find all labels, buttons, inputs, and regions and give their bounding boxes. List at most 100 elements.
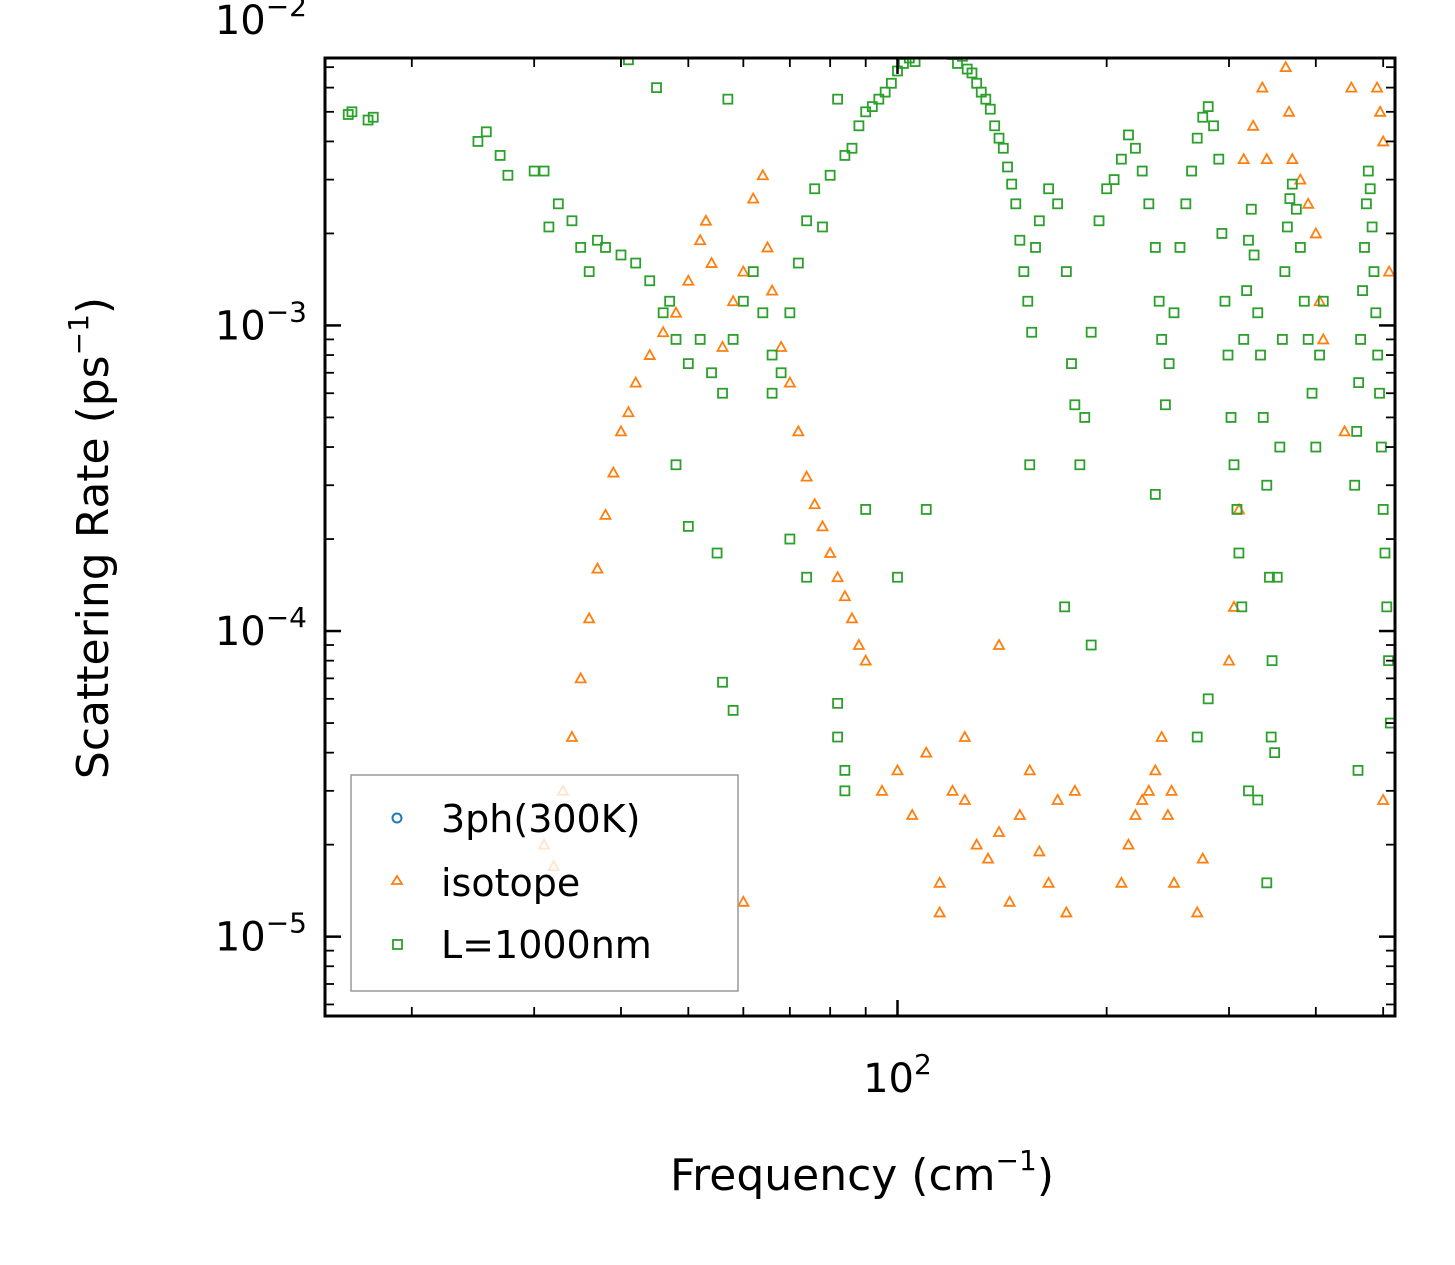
data-point-square bbox=[1274, 441, 1286, 453]
data-point-square bbox=[909, 58, 921, 67]
data-point-square bbox=[839, 785, 851, 797]
data-point-triangle bbox=[756, 168, 770, 181]
data-point-square bbox=[1257, 412, 1269, 423]
data-point-triangle bbox=[1167, 875, 1181, 888]
data-point-triangle bbox=[1376, 793, 1390, 805]
data-point-square bbox=[824, 169, 836, 181]
data-point-triangle bbox=[656, 325, 670, 338]
legend: 3ph(300K) isotope L=1000nm bbox=[350, 774, 739, 992]
data-point-square bbox=[839, 150, 851, 161]
data-point-square bbox=[1231, 504, 1243, 515]
data-point-triangle bbox=[1042, 875, 1056, 888]
data-point-square bbox=[1202, 101, 1214, 113]
y-tick-label: 10−4 bbox=[215, 601, 307, 655]
data-point-square bbox=[1314, 349, 1325, 361]
x-tick-label: 102 bbox=[863, 1048, 932, 1102]
data-point-triangle bbox=[1316, 332, 1330, 345]
data-point-square bbox=[1216, 228, 1228, 239]
data-point-triangle bbox=[1051, 793, 1065, 805]
data-point-square bbox=[1010, 198, 1022, 210]
data-point-triangle bbox=[590, 561, 604, 574]
data-point-square bbox=[1202, 693, 1214, 705]
data-point-square bbox=[942, 58, 953, 59]
data-point-triangle bbox=[838, 589, 852, 602]
data-point-square bbox=[1243, 785, 1254, 797]
data-point-square bbox=[832, 93, 844, 105]
data-point-square bbox=[1163, 358, 1175, 370]
data-point-square bbox=[1022, 295, 1034, 307]
data-point-square bbox=[1060, 266, 1072, 278]
data-point-triangle bbox=[1237, 152, 1251, 165]
data-point-square bbox=[1310, 441, 1322, 453]
data-point-square bbox=[1153, 295, 1165, 307]
data-point-triangle bbox=[919, 745, 933, 758]
data-point-triangle bbox=[981, 851, 995, 864]
data-point-square bbox=[892, 571, 903, 583]
data-point-triangle bbox=[1309, 226, 1323, 239]
data-point-square bbox=[1002, 161, 1013, 173]
data-point-triangle bbox=[1370, 80, 1384, 93]
data-point-square bbox=[1255, 349, 1266, 361]
data-point-square bbox=[1180, 198, 1192, 210]
data-point-triangle bbox=[992, 638, 1006, 650]
data-point-square bbox=[1074, 459, 1086, 471]
data-point-triangle bbox=[715, 340, 730, 352]
data-point-triangle bbox=[875, 783, 889, 796]
data-point-square bbox=[552, 198, 564, 210]
data-point-square bbox=[1361, 198, 1372, 210]
data-point-triangle bbox=[1148, 763, 1162, 776]
data-point-square bbox=[367, 111, 379, 123]
data-point-square bbox=[1197, 111, 1209, 123]
data-point-square bbox=[1355, 334, 1367, 345]
data-point-square bbox=[1130, 142, 1141, 154]
data-point-square bbox=[1236, 601, 1248, 613]
data-point-square bbox=[682, 520, 694, 532]
data-point-square bbox=[1294, 242, 1306, 253]
legend-label-boundary: L=1000nm bbox=[441, 923, 652, 967]
legend-label-3ph: 3ph(300K) bbox=[441, 797, 640, 841]
data-point-triangle bbox=[614, 424, 628, 437]
data-point-square bbox=[1362, 165, 1374, 177]
data-point-square bbox=[1156, 334, 1168, 345]
data-point-square bbox=[1306, 387, 1318, 399]
data-point-square bbox=[1374, 387, 1385, 399]
data-point-square bbox=[1026, 326, 1038, 338]
data-point-square bbox=[1276, 334, 1288, 345]
data-point-triangle bbox=[565, 730, 579, 742]
data-point-square bbox=[832, 731, 844, 743]
data-point-triangle bbox=[1114, 875, 1128, 888]
data-point-square bbox=[1149, 242, 1161, 253]
data-point-square bbox=[543, 221, 555, 233]
data-point-square bbox=[766, 349, 778, 361]
data-point-triangle bbox=[791, 424, 805, 437]
data-point-square bbox=[1281, 221, 1293, 233]
data-point-square bbox=[1233, 547, 1245, 559]
y-tick-labels: 10010−110−210−310−410−5 bbox=[215, 0, 307, 961]
data-point-triangle bbox=[621, 405, 635, 418]
data-point-square bbox=[1219, 295, 1231, 307]
data-point-triangle bbox=[800, 469, 814, 482]
data-point-square bbox=[1370, 307, 1382, 319]
data-point-triangle bbox=[1013, 808, 1027, 820]
data-point-triangle bbox=[693, 233, 707, 246]
data-point-square bbox=[784, 307, 796, 319]
data-point-square bbox=[592, 234, 603, 246]
data-point-square bbox=[1290, 203, 1302, 215]
legend-marker-isotope bbox=[390, 874, 404, 885]
data-point-triangle bbox=[736, 894, 750, 907]
data-point-square bbox=[927, 42, 936, 51]
data-point-square bbox=[657, 307, 669, 319]
data-point-square bbox=[1265, 731, 1277, 743]
data-point-square bbox=[1115, 153, 1127, 165]
y-axis-label: Scattering Rate (ps−1) bbox=[62, 297, 119, 779]
data-point-square bbox=[1245, 203, 1257, 215]
data-point-triangle bbox=[1376, 134, 1390, 147]
data-point-triangle bbox=[1344, 80, 1358, 93]
data-point-square bbox=[583, 266, 595, 278]
y-axis-label-close: ) bbox=[68, 297, 119, 314]
data-point-square bbox=[1284, 193, 1296, 205]
data-point-square bbox=[1252, 307, 1264, 319]
data-point-square bbox=[727, 704, 739, 716]
data-point-square bbox=[480, 126, 492, 138]
data-point-triangle bbox=[970, 837, 984, 850]
